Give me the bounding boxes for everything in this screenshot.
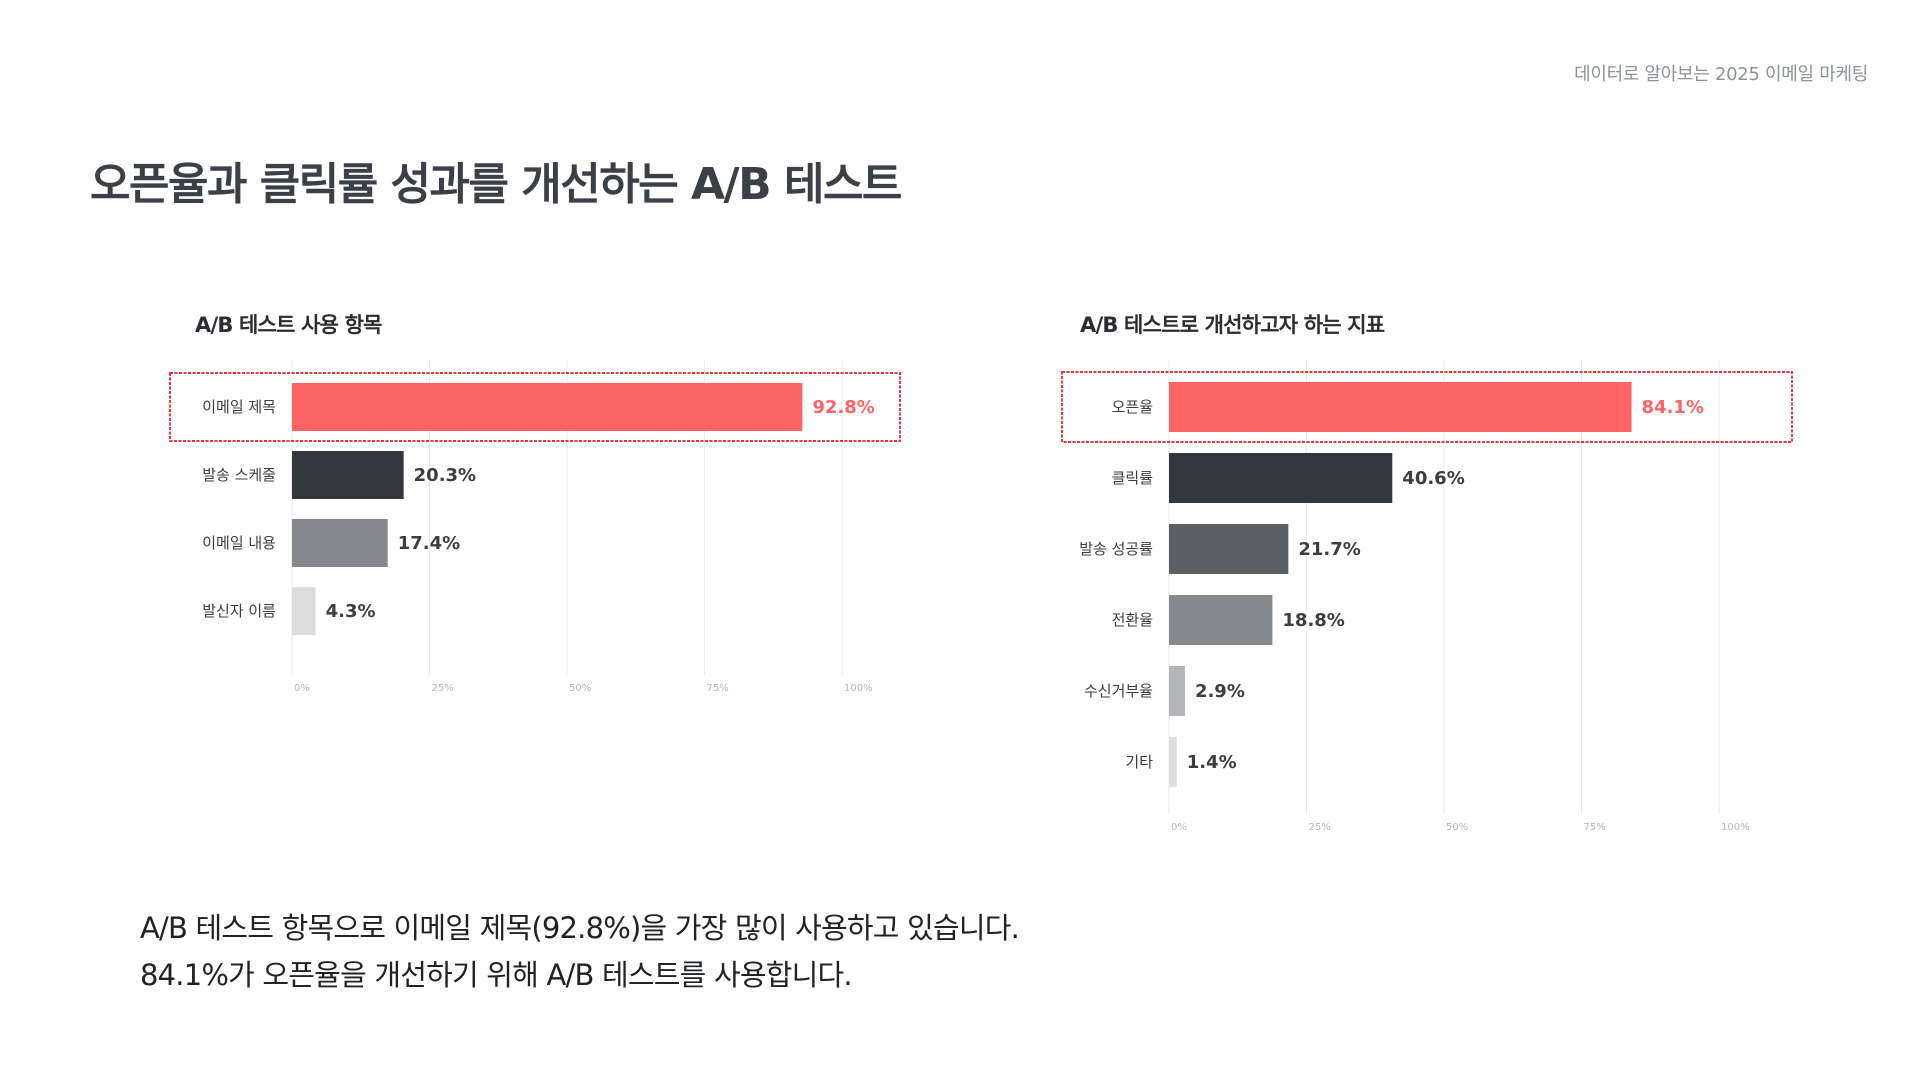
value-label: 20.3% xyxy=(414,465,476,486)
highlight-frame xyxy=(169,372,901,442)
bar xyxy=(292,451,404,499)
summary-line-1: A/B 테스트 항목으로 이메일 제목(92.8%)을 가장 많이 사용하고 있… xyxy=(140,911,1020,945)
x-tick-label: 50% xyxy=(1446,822,1468,833)
value-label: 17.4% xyxy=(398,533,460,554)
category-label: 전환율 xyxy=(1112,611,1153,629)
category-label: 클릭률 xyxy=(1112,469,1154,487)
category-label: 오픈율 xyxy=(1112,398,1153,416)
bar xyxy=(1169,666,1185,716)
x-tick-label: 75% xyxy=(707,683,729,694)
category-label: 발송 스케줄 xyxy=(202,466,276,484)
x-tick-label: 25% xyxy=(432,683,454,694)
bar xyxy=(1169,453,1393,503)
category-label: 발송 성공률 xyxy=(1079,540,1153,558)
value-label: 84.1% xyxy=(1642,397,1704,418)
x-tick-label: 100% xyxy=(844,683,873,694)
summary-line-2: 84.1%가 오픈율을 개선하기 위해 A/B 테스트를 사용합니다. xyxy=(140,958,853,992)
value-label: 2.9% xyxy=(1195,681,1245,702)
value-label: 18.8% xyxy=(1282,610,1344,631)
value-label: 40.6% xyxy=(1402,468,1464,489)
ab-test-items-chart-svg: 0% 25% 50% 75% 100% 이메일 제목 92.8% 발송 스케줄 20.3% 이메일… xyxy=(169,360,901,694)
ab-test-metrics-chart-svg: 0% 25% 50% 75% 100% 오픈율 84.1% 클릭률 40.6% 발송 성공률 21.… xyxy=(1061,360,1793,833)
category-label: 이메일 내용 xyxy=(202,534,276,552)
bar xyxy=(292,519,388,567)
x-tick-label: 25% xyxy=(1309,822,1331,833)
category-label: 수신거부율 xyxy=(1084,682,1153,700)
category-label: 발신자 이름 xyxy=(202,602,276,620)
x-tick-label: 75% xyxy=(1584,822,1606,833)
chart-title: A/B 테스트로 개선하고자 하는 지표 xyxy=(1080,313,1385,337)
value-label: 1.4% xyxy=(1187,752,1237,773)
bar xyxy=(1169,524,1289,574)
value-label: 92.8% xyxy=(812,397,874,418)
highlight-frame xyxy=(1061,371,1793,443)
value-label: 4.3% xyxy=(326,601,376,622)
page-title: 오픈율과 클릭률 성과를 개선하는 A/B 테스트 xyxy=(90,159,902,210)
x-tick-label: 100% xyxy=(1721,822,1750,833)
value-label: 21.7% xyxy=(1298,539,1360,560)
bar xyxy=(1169,737,1177,787)
category-label: 기타 xyxy=(1125,753,1153,771)
category-label: 이메일 제목 xyxy=(202,398,276,416)
x-tick-label: 50% xyxy=(569,683,591,694)
bar xyxy=(292,383,803,431)
bar xyxy=(1169,382,1632,432)
bar xyxy=(1169,595,1273,645)
ab-test-metrics-chart: A/B 테스트로 개선하고자 하는 지표 0% 25% 50% 75% 100% 오픈율 8… xyxy=(1058,305,1818,845)
summary-text: A/B 테스트 항목으로 이메일 제목(92.8%)을 가장 많이 사용하고 있… xyxy=(140,905,1020,999)
x-tick-label: 0% xyxy=(1171,822,1187,833)
chart-title: A/B 테스트 사용 항목 xyxy=(195,313,383,337)
bar xyxy=(292,587,316,635)
header-tag: 데이터로 알아보는 2025 이메일 마케팅 xyxy=(1574,64,1868,85)
ab-test-items-chart: A/B 테스트 사용 항목 0% 25% 50% 75% 100% 이메일 제목 92.8%… xyxy=(165,305,925,705)
x-tick-label: 0% xyxy=(294,683,310,694)
